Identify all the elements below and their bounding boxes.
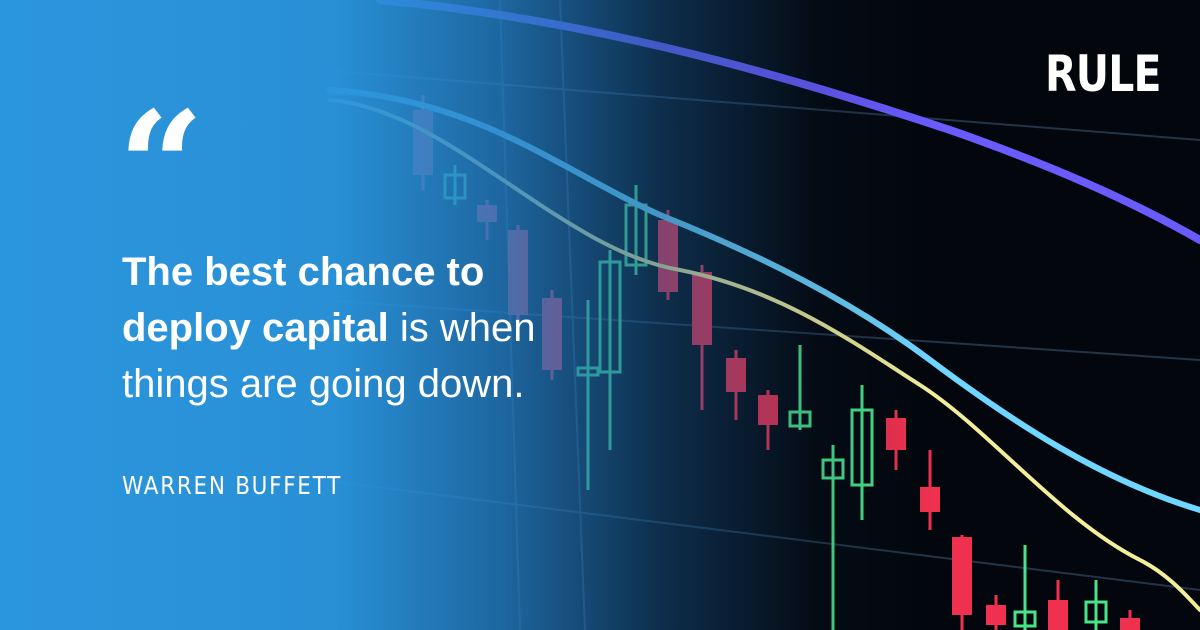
rule-logo: RULE <box>1045 45 1162 103</box>
quote-text: The best chance to deploy capital is whe… <box>122 244 592 412</box>
quote-text-regular: is when things are going down. <box>122 306 536 406</box>
quote-text-bold: The best chance to deploy capital <box>122 250 485 350</box>
quotation-mark-icon: “ <box>118 79 205 255</box>
quote-author: WARREN BUFFETT <box>122 471 342 500</box>
